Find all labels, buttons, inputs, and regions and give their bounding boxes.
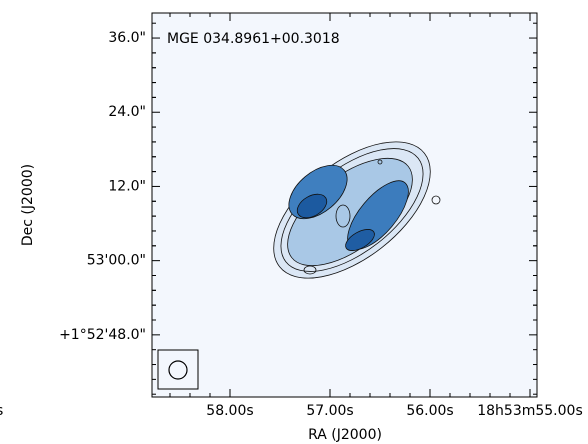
x-axis-label: RA (J2000) xyxy=(308,427,382,443)
x-tick-label: 56.00s xyxy=(406,403,453,419)
contour xyxy=(303,265,317,275)
contour xyxy=(377,159,383,165)
y-tick-label: 36.0" xyxy=(108,30,146,46)
plot-frame xyxy=(151,12,538,398)
contour xyxy=(345,229,375,251)
contour xyxy=(288,164,348,220)
contour xyxy=(431,195,441,205)
annotation: MGE 034.8961+00.3018 xyxy=(167,31,340,47)
contour xyxy=(296,193,328,219)
beam xyxy=(168,360,188,380)
y-tick-label: +1°52'48.0" xyxy=(59,327,146,343)
y-tick-label: 12.0" xyxy=(108,178,146,194)
emission-peak xyxy=(297,194,327,218)
x-tick-label: 18h53m55.00s xyxy=(477,403,583,419)
emission-peak xyxy=(345,229,375,251)
beam-box xyxy=(157,349,199,390)
y-axis-label: Dec (J2000) xyxy=(20,164,36,246)
x-tick-label: 58.00s xyxy=(206,403,253,419)
emission-map xyxy=(273,141,441,279)
contour-hole xyxy=(335,204,351,228)
clipped-label: s xyxy=(0,403,3,419)
y-tick-label: 53'00.0" xyxy=(87,253,146,269)
emission-mid xyxy=(287,158,413,266)
x-tick-label: 57.00s xyxy=(306,403,353,419)
y-tick-label: 24.0" xyxy=(108,104,146,120)
